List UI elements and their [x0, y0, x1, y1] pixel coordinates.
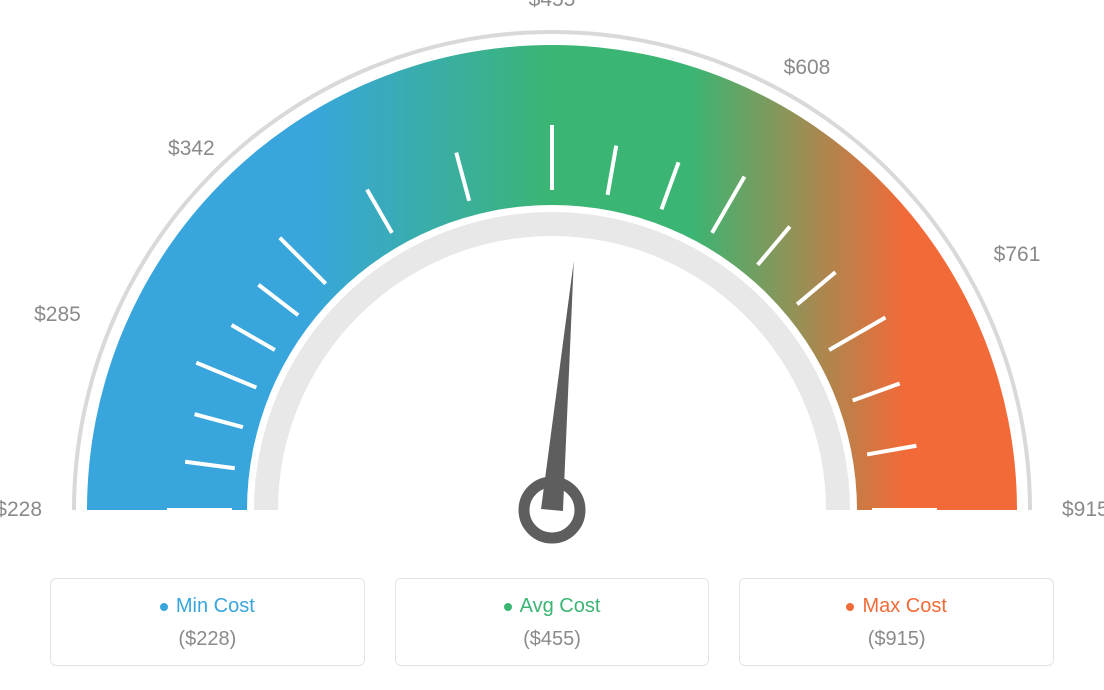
- gauge-tick-label: $608: [784, 56, 831, 80]
- legend-row: Min Cost ($228) Avg Cost ($455) Max Cost…: [50, 578, 1054, 666]
- legend-label-min: Min Cost: [176, 595, 255, 618]
- legend-card-avg: Avg Cost ($455): [395, 578, 710, 666]
- legend-title-min: Min Cost: [160, 595, 255, 618]
- legend-title-max: Max Cost: [846, 595, 946, 618]
- gauge-tick-label: $285: [34, 303, 81, 327]
- legend-title-avg: Avg Cost: [504, 595, 601, 618]
- legend-value-min: ($228): [61, 628, 354, 651]
- legend-label-max: Max Cost: [862, 595, 946, 618]
- legend-value-avg: ($455): [406, 628, 699, 651]
- legend-card-max: Max Cost ($915): [739, 578, 1054, 666]
- legend-value-max: ($915): [750, 628, 1043, 651]
- legend-dot-min: [160, 603, 168, 611]
- legend-label-avg: Avg Cost: [520, 595, 601, 618]
- gauge-tick-label: $761: [994, 243, 1041, 267]
- gauge-tick-label: $455: [529, 0, 576, 12]
- cost-gauge-widget: $228 $285 $342 $455 $608 $761 $915 Min Cost ($…: [0, 0, 1104, 690]
- gauge-area: $228 $285 $342 $455 $608 $761 $915: [0, 0, 1104, 560]
- legend-dot-max: [846, 603, 854, 611]
- gauge-tick-label: $342: [168, 137, 215, 161]
- gauge-svg: [0, 0, 1104, 560]
- legend-card-min: Min Cost ($228): [50, 578, 365, 666]
- gauge-tick-label: $915: [1062, 498, 1104, 522]
- gauge-tick-label: $228: [0, 498, 42, 522]
- legend-dot-avg: [504, 603, 512, 611]
